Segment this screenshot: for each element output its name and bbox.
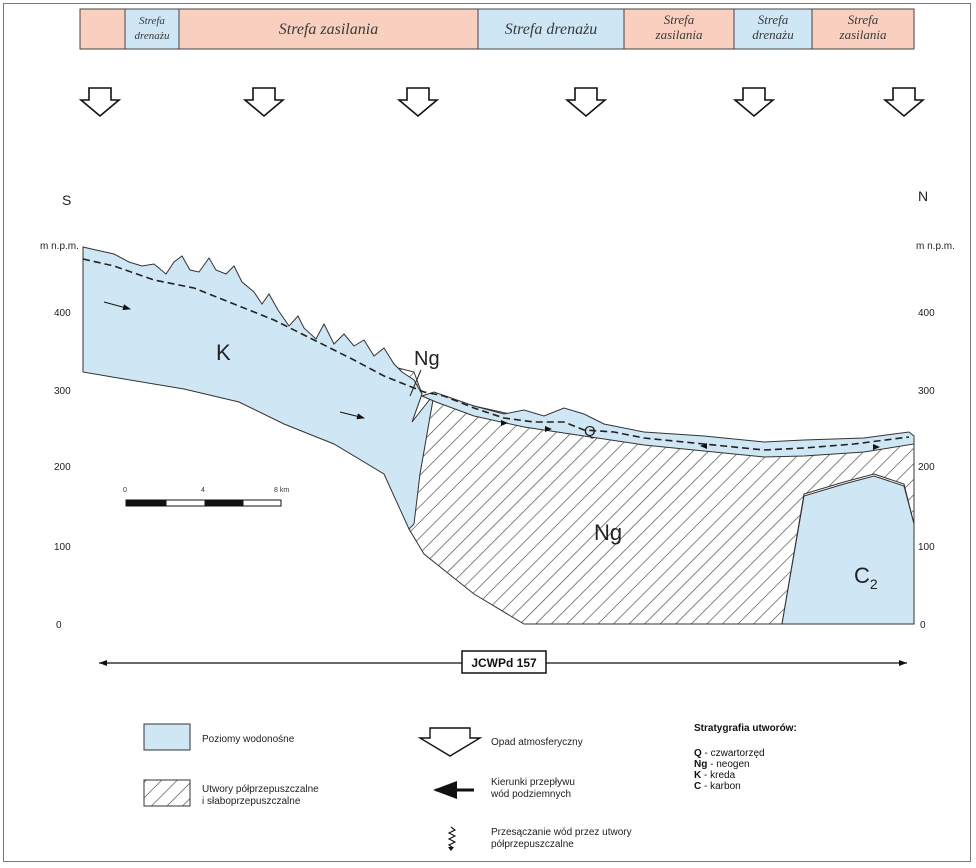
legend-strat-title: Stratygrafia utworów:: [694, 723, 797, 734]
legend-precip-icon: [417, 727, 483, 757]
carboniferous-aquifer: [781, 475, 915, 625]
flow-arrow: [873, 444, 880, 450]
zone-label: Strefa: [139, 15, 165, 27]
scale-label-0: 0: [123, 487, 127, 494]
left-axis: m n.p.m. 400 300 200 100 0: [40, 241, 79, 631]
legend-aquitard-swatch: [143, 779, 191, 807]
flow-arrow: [501, 420, 508, 426]
zone-label: Strefa zasilania: [279, 21, 378, 38]
zone-label: Strefa drenażu: [505, 21, 598, 38]
legend-strat-item: Ng - neogen: [694, 759, 750, 770]
legend-strat-item: Q - czwartorzęd: [694, 748, 765, 759]
legend-strat-item: K - kreda: [694, 770, 736, 781]
zone-cell: Strefa drenażu: [477, 8, 625, 50]
left-tick-100: 100: [54, 542, 71, 553]
legend-flow-label-1: Kierunki przepływu: [491, 777, 575, 788]
cretaceous-aquifer: [82, 246, 435, 530]
ng-leader-line: [409, 369, 422, 397]
zone-label: zasilania: [839, 27, 887, 42]
quaternary-aquifer: [420, 391, 915, 458]
zone-label: drenażu: [752, 27, 794, 42]
legend-seepage-label-2: półprzepuszczalne: [491, 839, 574, 850]
right-tick-200: 200: [918, 462, 935, 473]
scale-label-4: 4: [201, 487, 205, 494]
precipitation-arrow-icon: [78, 87, 122, 118]
left-tick-300: 300: [54, 386, 71, 397]
precipitation-arrow-icon: [564, 87, 608, 118]
unit-label-ng-upper: Ng: [414, 348, 440, 370]
zone-label: Strefa: [758, 12, 789, 27]
direction-north-label: N: [918, 188, 928, 204]
flow-arrow: [339, 411, 365, 420]
zone-label: zasilania: [655, 27, 703, 42]
legend-flow-label-2: wód podziemnych: [490, 789, 571, 800]
legend-strat-item: C - karbon: [694, 781, 741, 792]
precipitation-arrow-icon: [242, 87, 286, 118]
right-axis: m n.p.m. 400 300 200 100 0: [916, 241, 955, 631]
scale-bar: 0 4 8 km: [123, 487, 289, 507]
unit-label-q: Q: [584, 423, 596, 440]
jcwpd-extent: JCWPd 157: [99, 650, 907, 674]
water-table-line: [82, 258, 910, 451]
legend-seepage-icon: [447, 826, 457, 849]
right-tick-300: 300: [918, 386, 935, 397]
legend-aquitard-label-2: i słaboprzepuszczalne: [202, 796, 301, 807]
left-tick-400: 400: [54, 308, 71, 319]
jcwpd-label: JCWPd 157: [471, 656, 537, 670]
legend-seepage-arrowhead: [448, 847, 454, 851]
unit-label-c2: C2: [854, 563, 878, 592]
cross-section: [82, 246, 915, 625]
flow-arrow: [103, 301, 131, 311]
direction-south-label: S: [62, 192, 71, 208]
legend-aquitard-label-1: Utwory półprzepuszczalne: [202, 784, 319, 795]
zone-label: Strefa: [848, 12, 879, 27]
zone-label: drenażu: [134, 30, 170, 42]
flow-arrow: [545, 426, 552, 432]
right-tick-100: 100: [918, 542, 935, 553]
left-tick-200: 200: [54, 462, 71, 473]
legend-seepage-label-1: Przesączanie wód przez utwory: [491, 827, 632, 838]
zone-cell: Strefa drenażu: [124, 8, 180, 50]
left-tick-0: 0: [56, 620, 62, 631]
legend-aquifer-label: Poziomy wodonośne: [202, 734, 295, 745]
figure-frame: Strefa drenażu Strefa zasilania Strefa dren…: [3, 3, 971, 862]
right-axis-unit: m n.p.m.: [916, 241, 955, 252]
flow-arrow: [700, 443, 707, 449]
right-tick-400: 400: [918, 308, 935, 319]
legend: Poziomy wodonośne Utwory półprzepuszczal…: [143, 723, 797, 851]
right-tick-0: 0: [920, 620, 926, 631]
precipitation-arrow-icon: [732, 87, 776, 118]
precipitation-arrow-icon: [396, 87, 440, 118]
scale-label-8: 8 km: [274, 487, 289, 494]
precipitation-arrow-icon: [882, 87, 926, 118]
zone-cell: [79, 8, 126, 50]
zone-cell: Strefa zasilania: [178, 8, 479, 50]
legend-precip-label: Opad atmosferyczny: [491, 737, 583, 748]
zone-label: Strefa: [664, 12, 695, 27]
legend-aquifer-swatch: [143, 723, 191, 751]
left-axis-unit: m n.p.m.: [40, 241, 79, 252]
precipitation-arrows: [78, 87, 926, 118]
unit-label-k: K: [216, 340, 231, 365]
unit-label-ng-lower: Ng: [594, 520, 622, 545]
